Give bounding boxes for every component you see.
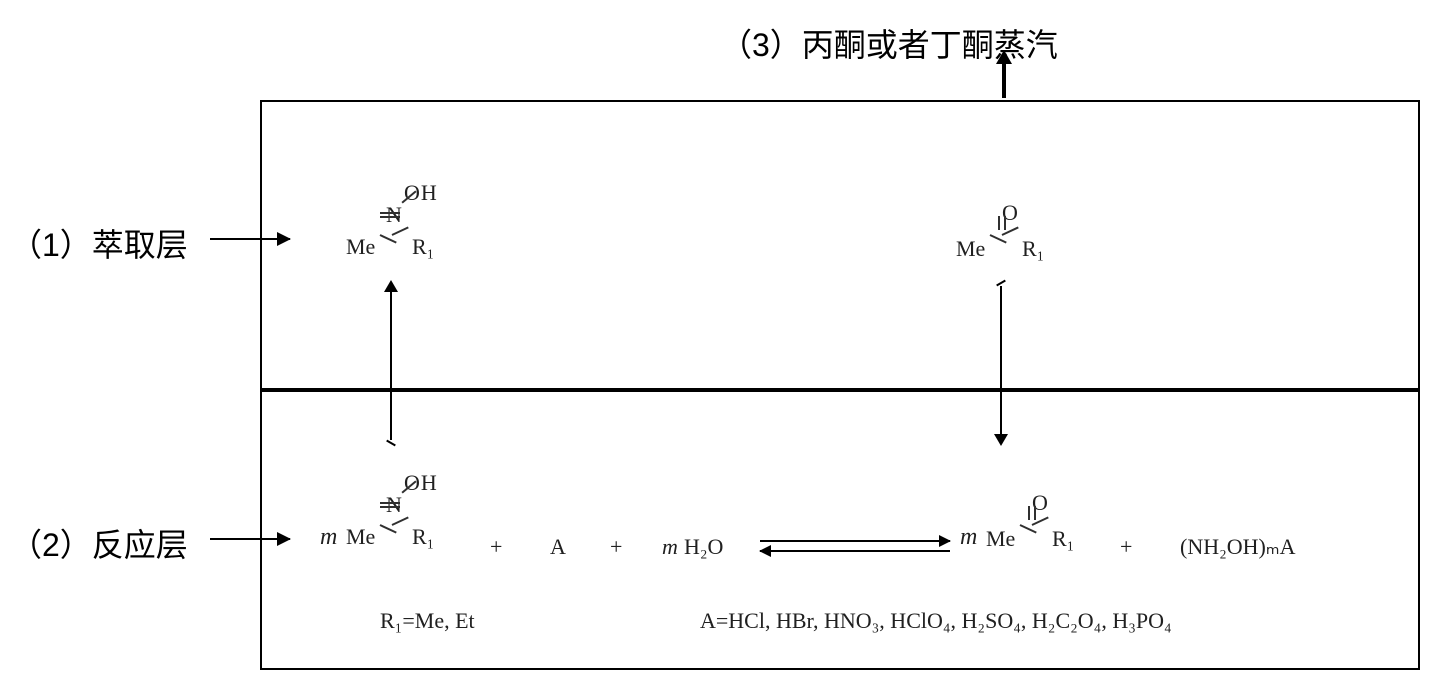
co-dbl-1 <box>1028 506 1030 520</box>
me-label: Me <box>346 234 375 260</box>
reactant-A: A <box>550 534 566 560</box>
reaction-arrow-fwd <box>760 540 950 542</box>
cn-dbl-1 <box>380 212 400 214</box>
footnote-a: A=HCl, HBr, HNO₃, HClO₄, H₂SO₄, H₂C₂O₄, … <box>700 608 1172 634</box>
coeff-m: m <box>960 524 977 551</box>
r-label: R₁ <box>1052 526 1074 552</box>
co-dbl-2 <box>1034 506 1036 520</box>
cn-dbl-1 <box>380 502 400 504</box>
me-label: Me <box>986 526 1015 552</box>
cn-dbl-2 <box>380 506 400 508</box>
diagram-container: （3）丙酮或者丁酮蒸汽 （1）萃取层 （2）反应层 OH N Me R₁ O M… <box>0 0 1448 696</box>
plus-1: + <box>490 534 502 560</box>
plus-2: + <box>610 534 622 560</box>
arrow-oxime-up <box>390 290 392 440</box>
label-extraction-layer: （1）萃取层 <box>10 220 188 266</box>
me-label: Me <box>956 236 985 262</box>
water: H₂O <box>684 534 723 560</box>
co-dbl-1 <box>998 216 1000 230</box>
water-coeff: m <box>662 534 678 560</box>
co-dbl-2 <box>1004 216 1006 230</box>
r-label: R₁ <box>412 234 434 260</box>
reaction-arrow-rev <box>760 550 950 552</box>
oh-label: OH <box>404 180 438 206</box>
hydroxylamine-salt: (NH₂OH)ₘA <box>1180 534 1295 560</box>
arrow-ketone-down <box>1000 286 1002 436</box>
label-reaction-layer: （2）反应层 <box>10 520 188 566</box>
r-label: R₁ <box>1022 236 1044 262</box>
n-label: N <box>386 492 402 518</box>
plus-3: + <box>1120 534 1132 560</box>
arrow-top-vapor <box>1000 62 1008 98</box>
footnote-r1: R₁=Me, Et <box>380 608 475 634</box>
cn-dbl-2 <box>380 216 400 218</box>
oh-label: OH <box>404 470 438 496</box>
n-label: N <box>386 202 402 228</box>
